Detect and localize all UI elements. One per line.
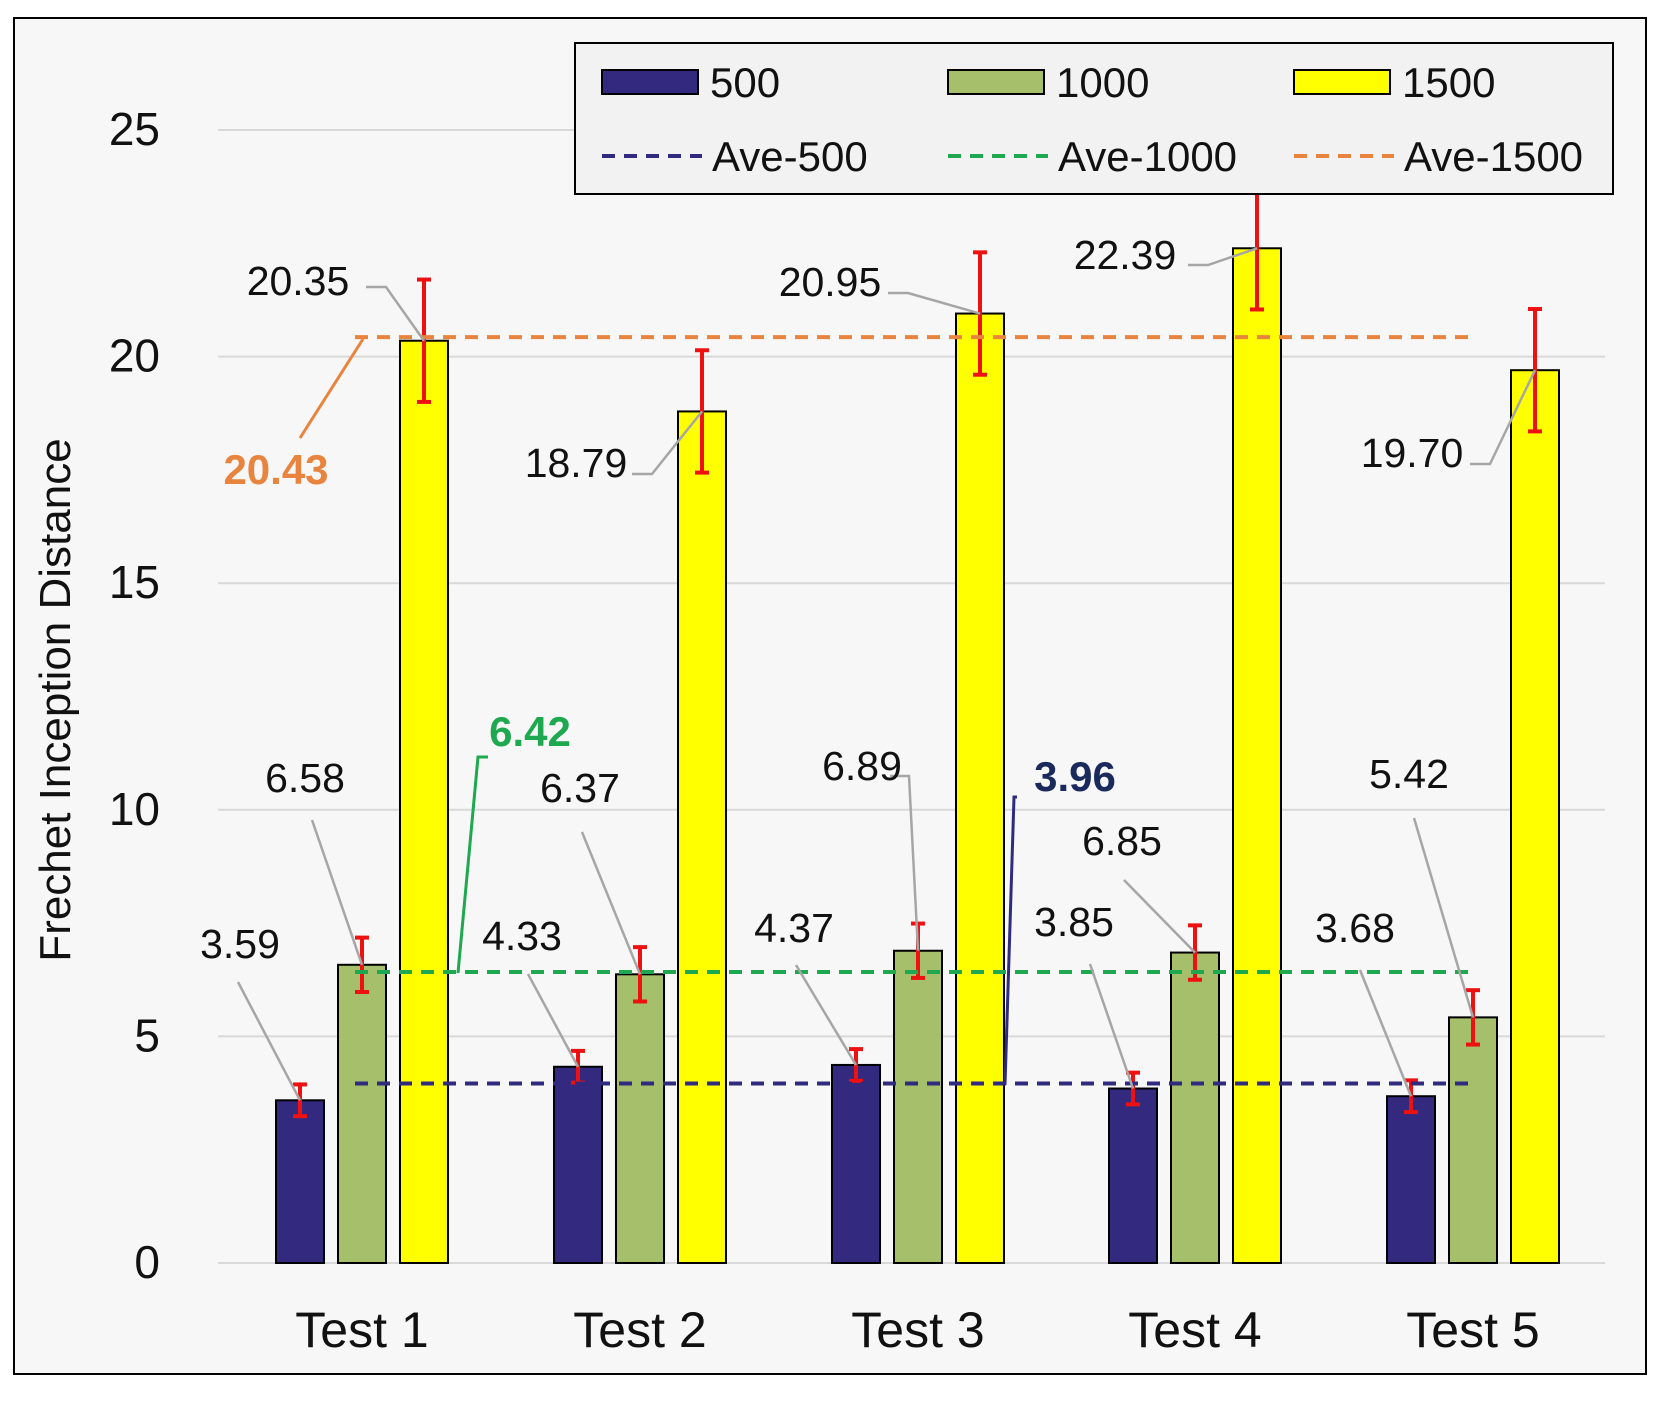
average-label-Ave-1500: 20.43 [223, 446, 328, 493]
x-tick-label: Test 4 [1128, 1302, 1261, 1358]
data-label-leader [1412, 817, 1475, 1018]
legend-label: 1000 [1056, 59, 1149, 106]
data-label: 5.42 [1369, 751, 1449, 797]
legend: 500 1000 1500 Ave-500 Ave-1000 Ave-1500 [574, 42, 1614, 195]
average-label-leader [298, 338, 365, 439]
bar-500 [1108, 1087, 1158, 1264]
y-tick-label: 15 [109, 556, 160, 608]
bar-1000 [337, 963, 387, 1264]
average-label-Ave-1000: 6.42 [489, 708, 571, 755]
bar-500 [275, 1099, 325, 1264]
bar-1500 [399, 339, 449, 1265]
bar-1000 [1170, 951, 1220, 1264]
y-axis-label: Frechet Inception Distance [31, 438, 80, 961]
legend-label: Ave-500 [712, 133, 868, 180]
legend-label: 500 [710, 59, 780, 106]
data-label: 3.59 [200, 921, 280, 967]
legend-swatch-500 [601, 69, 699, 95]
legend-label: 1500 [1402, 59, 1495, 106]
data-label: 3.85 [1034, 899, 1114, 945]
data-label: 6.37 [540, 765, 620, 811]
data-label-leader [310, 819, 364, 966]
data-label: 20.95 [779, 259, 882, 305]
data-label-leader [366, 285, 426, 342]
data-label: 4.33 [482, 913, 562, 959]
y-tick-label: 10 [109, 783, 160, 835]
error-bar [355, 935, 369, 994]
data-label-leader [1123, 879, 1196, 954]
bar-500 [1386, 1095, 1436, 1265]
x-tick-label: Test 3 [851, 1302, 984, 1358]
bar-1500 [1510, 369, 1560, 1265]
data-label: 22.39 [1074, 232, 1177, 278]
data-label-leader [1088, 963, 1135, 1089]
bar-1500 [1232, 247, 1282, 1264]
average-label-leader [1003, 795, 1017, 1086]
data-label-leader [1188, 247, 1258, 267]
data-label-leader [794, 964, 858, 1066]
legend-box [574, 42, 1614, 195]
bar-1000 [615, 973, 665, 1264]
legend-swatch-1500 [1293, 69, 1391, 95]
x-tick-label: Test 2 [573, 1302, 706, 1358]
error-bar [633, 945, 647, 1004]
x-tick-label: Test 5 [1406, 1302, 1539, 1358]
y-tick-label: 20 [109, 330, 160, 382]
error-bar [1528, 307, 1542, 434]
data-label-leader [580, 831, 642, 975]
legend-label: Ave-1500 [1404, 133, 1583, 180]
bar-1000 [1448, 1016, 1498, 1264]
data-label-leader [1358, 969, 1413, 1097]
data-label-leader [1470, 369, 1537, 466]
bar-500 [831, 1063, 881, 1265]
data-label: 3.68 [1315, 905, 1395, 951]
bar-1000 [893, 949, 943, 1264]
y-tick-label: 25 [109, 103, 160, 155]
bar-500 [553, 1065, 603, 1264]
average-label-leader [456, 755, 488, 974]
data-label: 6.58 [265, 755, 345, 801]
bar-1500 [955, 312, 1005, 1264]
legend-label: Ave-1000 [1058, 133, 1237, 180]
y-tick-label: 0 [134, 1236, 160, 1288]
data-label-leader [632, 410, 703, 476]
data-label: 4.37 [754, 905, 834, 951]
data-label-leader [236, 981, 302, 1101]
legend-swatch-1000 [947, 69, 1045, 95]
error-bar [293, 1082, 307, 1119]
data-label-leader [888, 291, 981, 315]
average-label-Ave-500: 3.96 [1034, 753, 1116, 800]
y-tick-label: 5 [134, 1009, 160, 1061]
data-label: 6.89 [822, 743, 902, 789]
x-tick-label: Test 1 [295, 1302, 428, 1358]
data-label-leader [526, 973, 580, 1068]
data-label: 6.85 [1082, 818, 1162, 864]
data-label: 20.35 [247, 258, 350, 304]
data-label-leader [890, 774, 920, 951]
data-label: 19.70 [1361, 430, 1464, 476]
bar-1500 [677, 410, 727, 1264]
data-label: 18.79 [525, 440, 628, 486]
